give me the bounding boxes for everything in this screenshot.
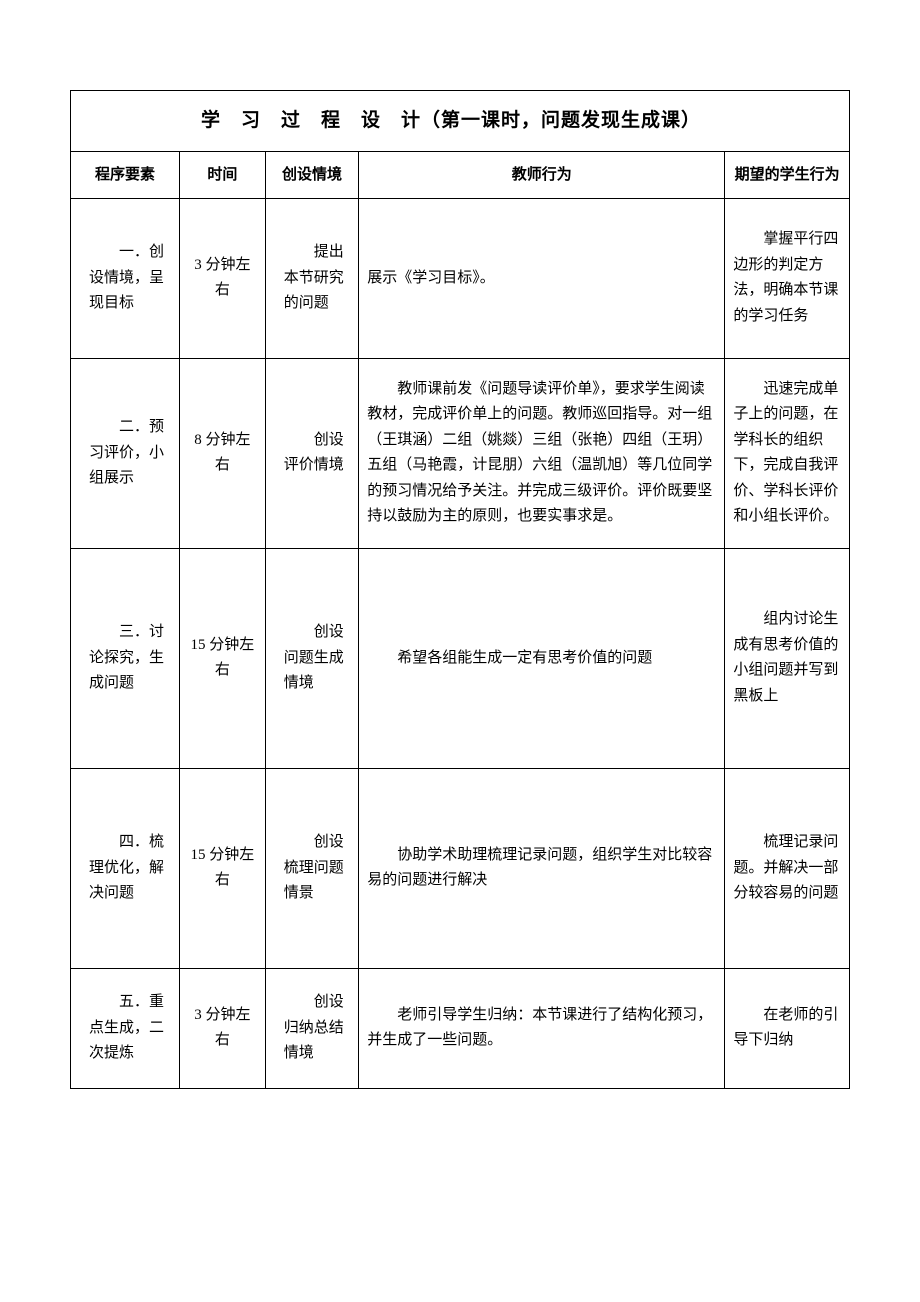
cell-teacher: 展示《学习目标》。: [359, 198, 725, 358]
header-program: 程序要素: [71, 152, 180, 199]
cell-program: 三．讨论探究，生成问题: [71, 548, 180, 768]
cell-expect: 迅速完成单子上的问题，在学科长的组织下，完成自我评价、学科长评价和小组长评价。: [725, 358, 850, 548]
title-row: 学 习 过 程 设 计（第一课时，问题发现生成课）: [71, 91, 850, 152]
cell-context: 创设问题生成情境: [265, 548, 358, 768]
cell-expect: 掌握平行四边形的判定方法，明确本节课的学习任务: [725, 198, 850, 358]
cell-time: 15 分钟左右: [180, 768, 266, 968]
cell-teacher: 协助学术助理梳理记录问题，组织学生对比较容易的问题进行解决: [359, 768, 725, 968]
lesson-plan-table: 学 习 过 程 设 计（第一课时，问题发现生成课） 程序要素 时间 创设情境 教…: [70, 90, 850, 1089]
table-title: 学 习 过 程 设 计（第一课时，问题发现生成课）: [71, 91, 850, 152]
table-row: 五．重点生成，二次提炼 3 分钟左右 创设归纳总结情境 老师引导学生归纳：本节课…: [71, 968, 850, 1088]
table-row: 一．创设情境，呈现目标 3 分钟左右 提出本节研究的问题 展示《学习目标》。 掌…: [71, 198, 850, 358]
table-row: 二．预习评价，小组展示 8 分钟左右 创设评价情境 教师课前发《问题导读评价单》…: [71, 358, 850, 548]
cell-expect: 在老师的引导下归纳: [725, 968, 850, 1088]
cell-time: 15 分钟左右: [180, 548, 266, 768]
table-row: 四．梳理优化，解决问题 15 分钟左右 创设梳理问题情景 协助学术助理梳理记录问…: [71, 768, 850, 968]
table-row: 三．讨论探究，生成问题 15 分钟左右 创设问题生成情境 希望各组能生成一定有思…: [71, 548, 850, 768]
cell-time: 8 分钟左右: [180, 358, 266, 548]
cell-context: 创设梳理问题情景: [265, 768, 358, 968]
cell-time: 3 分钟左右: [180, 968, 266, 1088]
cell-teacher: 老师引导学生归纳：本节课进行了结构化预习，并生成了一些问题。: [359, 968, 725, 1088]
header-teacher: 教师行为: [359, 152, 725, 199]
cell-teacher: 希望各组能生成一定有思考价值的问题: [359, 548, 725, 768]
cell-context: 提出本节研究的问题: [265, 198, 358, 358]
cell-program: 四．梳理优化，解决问题: [71, 768, 180, 968]
cell-program: 一．创设情境，呈现目标: [71, 198, 180, 358]
cell-context: 创设评价情境: [265, 358, 358, 548]
header-time: 时间: [180, 152, 266, 199]
cell-teacher: 教师课前发《问题导读评价单》，要求学生阅读教材，完成评价单上的问题。教师巡回指导…: [359, 358, 725, 548]
cell-program: 五．重点生成，二次提炼: [71, 968, 180, 1088]
cell-program: 二．预习评价，小组展示: [71, 358, 180, 548]
header-row: 程序要素 时间 创设情境 教师行为 期望的学生行为: [71, 152, 850, 199]
header-context: 创设情境: [265, 152, 358, 199]
cell-context: 创设归纳总结情境: [265, 968, 358, 1088]
cell-expect: 梳理记录问题。并解决一部分较容易的问题: [725, 768, 850, 968]
cell-time: 3 分钟左右: [180, 198, 266, 358]
header-expect: 期望的学生行为: [725, 152, 850, 199]
document-page: 学 习 过 程 设 计（第一课时，问题发现生成课） 程序要素 时间 创设情境 教…: [0, 0, 920, 1302]
cell-expect: 组内讨论生成有思考价值的小组问题并写到黑板上: [725, 548, 850, 768]
